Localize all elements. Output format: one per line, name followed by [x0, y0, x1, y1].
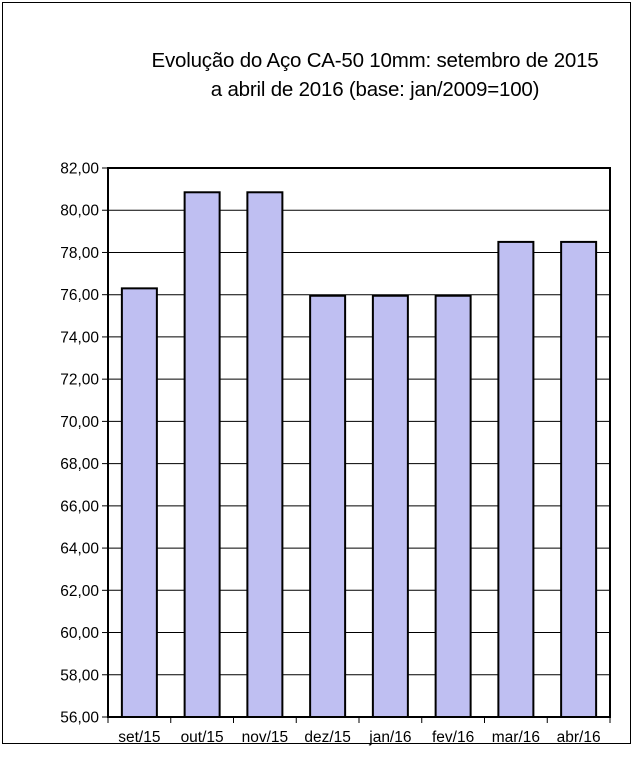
y-tick-label: 70,00	[60, 414, 99, 431]
x-tick-label: abr/16	[557, 729, 601, 746]
chart-title-line-2: a abril de 2016 (base: jan/2009=100)	[210, 78, 540, 101]
chart-title: Evolução do Aço CA-50 10mm: setembro de …	[120, 46, 630, 104]
x-tick-label: fev/16	[432, 729, 474, 746]
x-tick-label: mar/16	[492, 729, 540, 746]
y-tick-label: 78,00	[60, 245, 99, 262]
y-tick-label: 58,00	[60, 667, 99, 684]
bar-set-15	[120, 287, 158, 718]
y-tick-label: 72,00	[60, 372, 99, 389]
y-tick-label: 80,00	[60, 203, 99, 220]
y-tick-label: 60,00	[60, 625, 99, 642]
x-tick-label: jan/16	[368, 729, 411, 746]
bar-abr-16	[560, 240, 598, 718]
y-tick-label: 56,00	[60, 710, 99, 727]
y-tick-label: 74,00	[60, 329, 99, 346]
bar-out-15	[183, 191, 221, 718]
bar-jan-16	[371, 294, 409, 718]
x-tick-label: dez/15	[304, 729, 351, 746]
y-tick-label: 62,00	[60, 583, 99, 600]
x-tick-label: out/15	[181, 729, 224, 746]
bar-mar-16	[497, 240, 535, 718]
chart-frame	[2, 2, 631, 744]
y-tick-label: 64,00	[60, 541, 99, 558]
y-tick-label: 68,00	[60, 456, 99, 473]
bar-dez-15	[309, 294, 347, 718]
x-tick-label: set/15	[118, 729, 160, 746]
bar-nov-15	[246, 191, 284, 718]
y-tick-label: 76,00	[60, 287, 99, 304]
x-tick-label: nov/15	[242, 729, 289, 746]
chart-title-line-1: Evolução do Aço CA-50 10mm: setembro de …	[151, 49, 599, 72]
plot-area-border	[107, 167, 611, 718]
bar-fev-16	[434, 294, 472, 718]
y-tick-label: 82,00	[60, 161, 99, 178]
y-tick-label: 66,00	[60, 498, 99, 515]
